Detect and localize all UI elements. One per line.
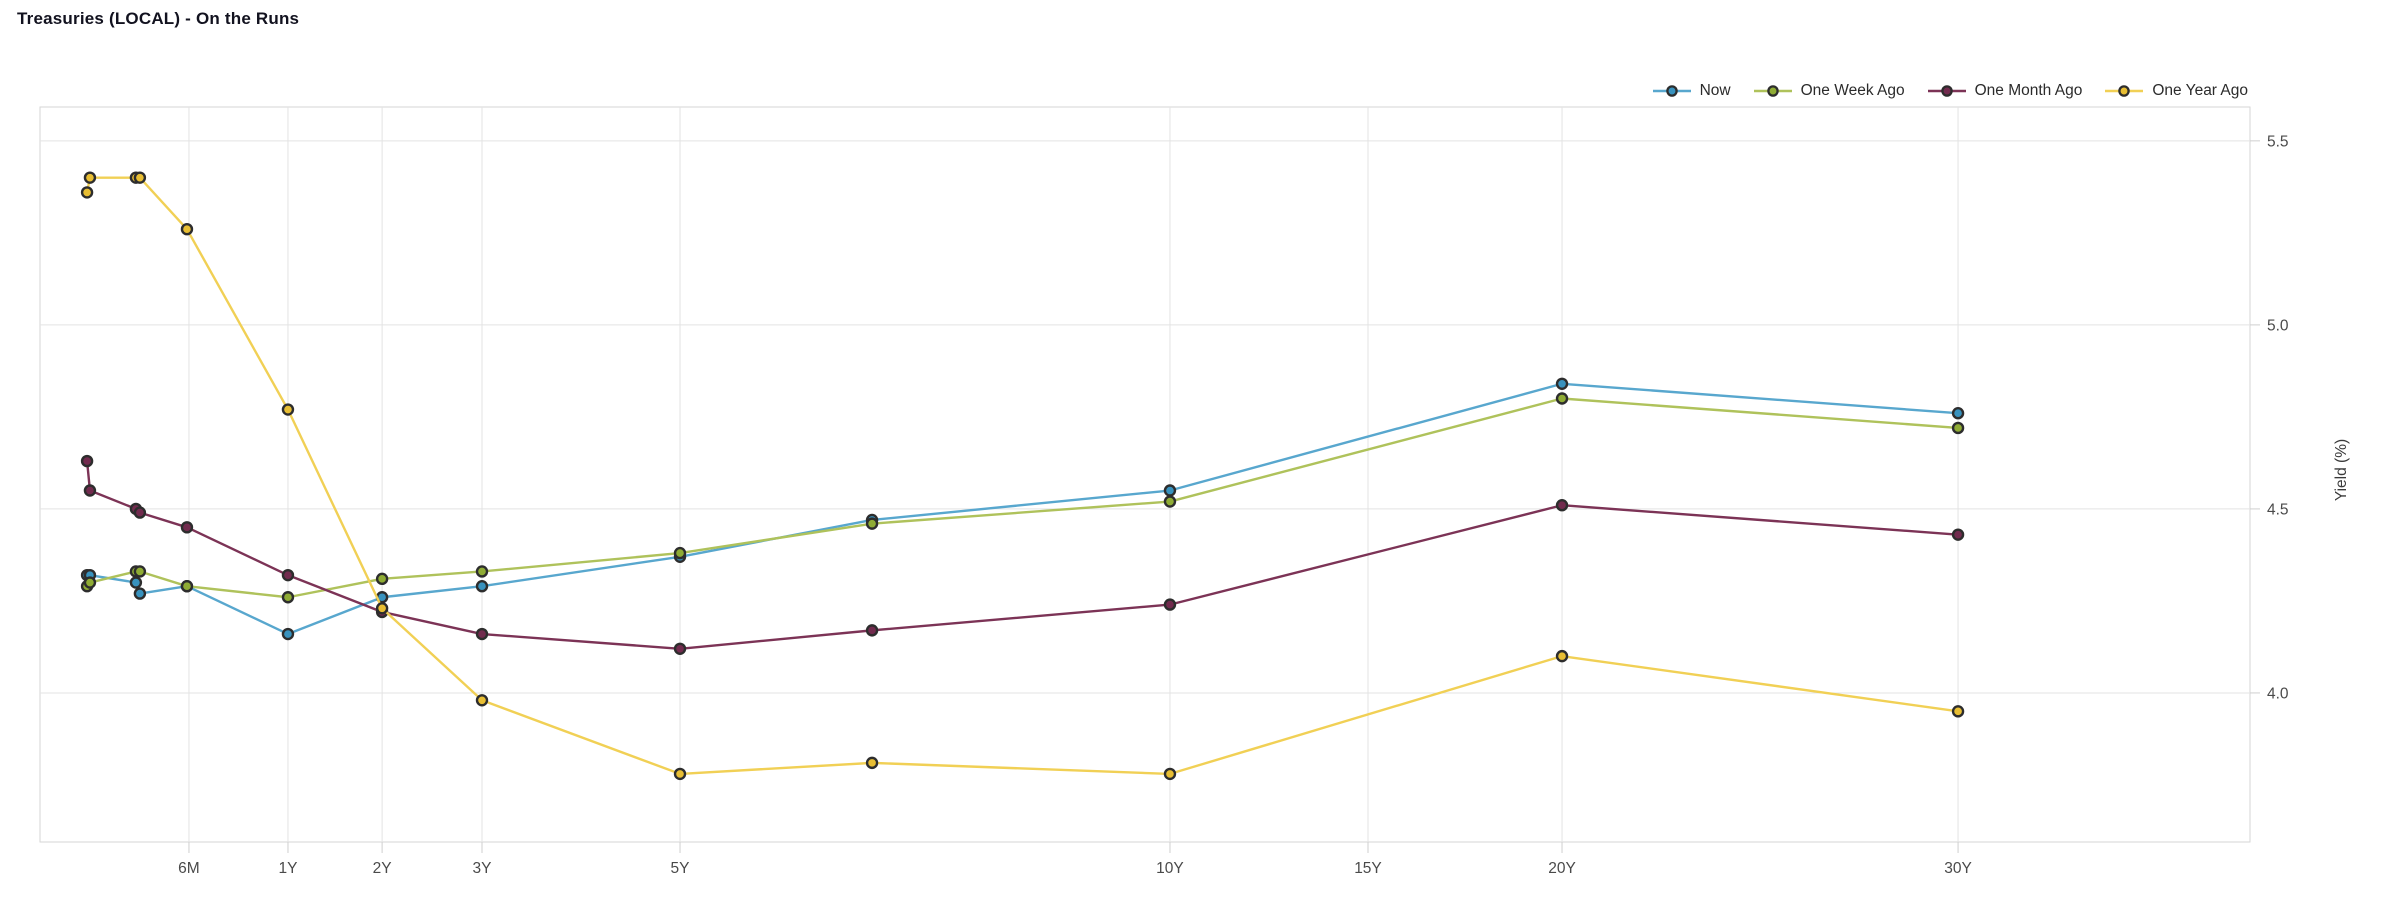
legend-label: One Month Ago [1974, 82, 2083, 99]
legend-swatch-icon [1927, 85, 1966, 97]
data-point-now-10Y [1163, 484, 1177, 497]
plot-frame [39, 106, 2251, 843]
data-point-now-4M [133, 587, 147, 600]
data-point-one-week-ago-7Y [865, 517, 879, 530]
y-tick-label: 4.5 [2267, 501, 2289, 518]
x-tick-label: 20Y [1548, 860, 1576, 877]
chart-legend: Now One Week Ago One Month Ago One Year Ago [1652, 82, 2248, 100]
y-tick-label: 5.5 [2267, 133, 2289, 150]
y-tick-label: 4.0 [2267, 685, 2289, 702]
data-point-one-month-ago-4M [133, 506, 147, 519]
data-point-one-month-ago-6M [180, 521, 194, 534]
data-point-one-week-ago-2M [83, 576, 97, 589]
data-point-one-year-ago-5Y [673, 767, 687, 781]
data-point-one-week-ago-5Y [673, 546, 687, 560]
legend-swatch-icon [2105, 85, 2144, 97]
y-tick-label: 5.0 [2267, 317, 2289, 334]
data-point-one-year-ago-2M [83, 171, 97, 184]
legend-item-now[interactable]: Now [1652, 82, 1731, 100]
legend-label: One Year Ago [2152, 82, 2248, 99]
data-point-one-month-ago-7Y [865, 624, 879, 637]
legend-swatch-icon [1652, 85, 1691, 97]
x-tick-label: 15Y [1354, 860, 1382, 877]
data-point-one-week-ago-6M [180, 580, 194, 593]
data-point-now-30Y [1951, 407, 1965, 420]
data-point-one-month-ago-30Y [1951, 528, 1965, 541]
data-point-one-year-ago-10Y [1163, 767, 1177, 781]
data-point-one-month-ago-3Y [475, 627, 489, 641]
data-point-one-week-ago-10Y [1163, 495, 1177, 508]
data-point-one-year-ago-3Y [475, 694, 489, 707]
data-point-one-month-ago-5Y [673, 642, 687, 655]
data-point-one-week-ago-20Y [1555, 392, 1569, 405]
data-point-one-year-ago-6M [180, 222, 194, 236]
data-point-now-3Y [475, 580, 489, 593]
data-point-one-year-ago-1M [80, 186, 94, 199]
data-point-one-week-ago-4M [133, 565, 147, 578]
data-point-one-month-ago-2M [83, 484, 97, 497]
data-point-one-month-ago-20Y [1555, 499, 1569, 512]
data-point-one-week-ago-30Y [1951, 421, 1965, 435]
x-tick-label: 6M [178, 860, 200, 877]
data-point-now-3M [129, 576, 143, 589]
legend-item-one-week-ago[interactable]: One Week Ago [1753, 82, 1905, 100]
data-point-one-year-ago-30Y [1951, 705, 1965, 718]
legend-item-one-month-ago[interactable]: One Month Ago [1927, 82, 2083, 100]
data-point-now-1Y [281, 627, 295, 641]
data-point-one-year-ago-1Y [281, 403, 295, 416]
series-line-one-year-ago [85, 176, 1960, 776]
data-point-one-year-ago-4M [133, 171, 147, 184]
data-point-one-year-ago-2Y [375, 602, 389, 615]
x-tick-label: 2Y [373, 860, 392, 877]
data-point-one-year-ago-7Y [865, 756, 879, 770]
data-point-one-year-ago-20Y [1555, 649, 1569, 663]
legend-item-one-year-ago[interactable]: One Year Ago [2104, 82, 2248, 100]
data-point-one-month-ago-1M [80, 454, 94, 468]
x-tick-label: 10Y [1156, 860, 1184, 877]
data-point-now-20Y [1555, 377, 1569, 390]
legend-label: Now [1699, 82, 1731, 99]
y-axis-title: Yield (%) [2333, 438, 2350, 502]
page-title: Treasuries (LOCAL) - On the Runs [17, 9, 300, 28]
data-point-one-month-ago-1Y [281, 568, 295, 582]
x-tick-label: 1Y [278, 860, 297, 877]
series-line-one-week-ago [85, 397, 1960, 599]
x-tick-label: 5Y [671, 860, 690, 877]
legend-label: One Week Ago [1800, 82, 1905, 99]
data-point-one-week-ago-3Y [475, 565, 489, 578]
x-tick-label: 30Y [1944, 860, 1972, 877]
data-point-one-week-ago-2Y [375, 572, 389, 586]
data-point-one-month-ago-10Y [1163, 598, 1177, 611]
legend-swatch-icon [1753, 85, 1792, 97]
x-tick-label: 3Y [473, 860, 492, 877]
series-line-one-month-ago [85, 459, 1960, 650]
data-point-one-week-ago-1Y [281, 591, 295, 604]
